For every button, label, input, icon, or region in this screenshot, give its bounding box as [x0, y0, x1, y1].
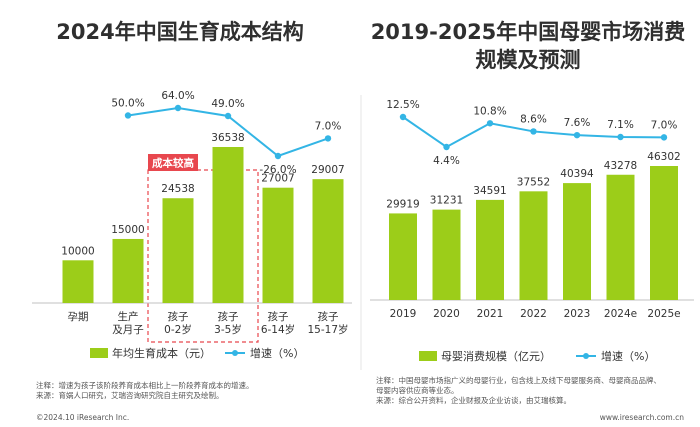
right-growth-point — [573, 131, 581, 139]
left-category-label: 孩子 — [218, 310, 239, 323]
left-category-label: 及月子 — [112, 324, 144, 336]
right-bar — [432, 209, 461, 300]
right-growth-label: 4.4% — [433, 155, 460, 167]
right-bar — [476, 199, 504, 300]
right-category-label: 2023 — [564, 308, 591, 320]
left-chart-title: 2024年中国生育成本结构 — [56, 20, 304, 44]
left-bar-value-label: 27007 — [261, 173, 294, 185]
right-legend-bar-label: 母婴消费规模（亿元） — [441, 349, 551, 363]
left-growth-label: 50.0% — [111, 97, 144, 109]
copyright-footer: ©2024.10 iResearch Inc. — [36, 413, 130, 422]
website-footer: www.iresearch.com.cn — [599, 413, 684, 422]
highlight-box — [147, 169, 259, 343]
left-growth-label: 7.0% — [315, 120, 342, 132]
left-growth-point — [174, 104, 182, 112]
left-category-label: 0-2岁 — [164, 323, 192, 336]
left-bar — [62, 260, 94, 303]
right-legend-line-dot — [583, 353, 589, 359]
right-bar-value-label: 34591 — [473, 185, 506, 197]
left-bar — [162, 198, 194, 303]
highlight-tag — [148, 154, 198, 171]
right-bar — [519, 191, 548, 300]
right-legend-line-label: 增速（%） — [601, 349, 655, 363]
left-growth-label: 64.0% — [161, 90, 194, 102]
left-category-label: 孩子 — [268, 310, 289, 323]
right-category-label: 2024e — [604, 308, 637, 320]
left-bar-value-label: 10000 — [61, 245, 94, 257]
left-bar — [112, 238, 144, 303]
left-category-label: 生产 — [118, 310, 139, 323]
right-bar-value-label: 37552 — [517, 176, 550, 188]
left-category-label: 15-17岁 — [307, 323, 348, 336]
right-category-label: 2022 — [520, 308, 547, 320]
right-growth-point — [443, 143, 450, 151]
right-growth-label: 7.1% — [607, 119, 634, 131]
right-growth-point — [486, 120, 494, 127]
right-bar — [650, 166, 678, 300]
left-bar-value-label: 36538 — [211, 132, 244, 144]
right-bar — [563, 183, 591, 300]
left-bar — [262, 187, 294, 303]
right-category-label: 2019 — [390, 308, 417, 320]
right-note-3: 来源：综合公开资料，企业财报及企业访谈，由艾瑞核算。 — [376, 396, 571, 405]
left-note-2: 来源：育娲人口研究，艾瑞咨询研究院自主研究及绘制。 — [36, 391, 224, 400]
left-category-label: 孕期 — [68, 311, 89, 323]
right-category-label: 2021 — [477, 308, 504, 320]
left-category-label: 3-5岁 — [214, 323, 242, 336]
right-chart-title: 2019-2025年中国母婴市场消费规模及预测 — [370, 20, 686, 72]
right-growth-label: 10.8% — [473, 105, 506, 117]
highlight-tag-label: 成本较高 — [152, 157, 194, 170]
right-legend-bar-swatch — [419, 351, 437, 361]
right-category-label: 2020 — [433, 308, 460, 320]
right-growth-point — [399, 113, 407, 121]
right-note-2: 母婴内容供应商等业态。 — [376, 386, 459, 395]
right-growth-label: 7.0% — [651, 119, 678, 131]
left-category-label: 孩子 — [168, 310, 189, 323]
right-bar-value-label: 29919 — [386, 198, 419, 210]
left-note-1: 注释：增速为孩子该阶段养育成本相比上一阶段养育成本的增速。 — [36, 381, 254, 390]
right-growth-label: 7.6% — [564, 117, 591, 129]
left-growth-label: -26.0% — [259, 164, 296, 176]
left-growth-label: 49.0% — [211, 98, 244, 110]
right-category-label: 2025e — [647, 308, 680, 320]
right-growth-point — [660, 134, 668, 141]
right-growth-point — [530, 128, 537, 135]
left-bar-value-label: 15000 — [111, 224, 144, 236]
left-bar-value-label: 29007 — [311, 164, 344, 176]
left-legend-line-dot — [232, 350, 238, 356]
left-growth-point — [274, 152, 282, 160]
right-bar-value-label: 31231 — [430, 195, 463, 207]
right-growth-label: 8.6% — [520, 113, 547, 125]
left-bar — [312, 179, 344, 303]
right-growth-label: 12.5% — [386, 99, 419, 111]
right-note-1: 注释：中国母婴市场指广义的母婴行业，包含线上及线下母婴服务商、母婴商品品牌、 — [376, 376, 661, 385]
right-bar-value-label: 40394 — [560, 168, 594, 180]
right-bar-value-label: 46302 — [647, 151, 680, 163]
right-bar — [606, 174, 635, 300]
left-growth-point — [224, 112, 232, 120]
left-bar-value-label: 24538 — [161, 183, 194, 195]
left-category-label: 孩子 — [318, 310, 339, 323]
right-bar-value-label: 43278 — [604, 160, 637, 172]
left-growth-point — [124, 112, 132, 119]
left-legend-bar-swatch — [90, 348, 108, 358]
right-growth-point — [617, 133, 624, 141]
left-legend-line-label: 增速（%） — [250, 346, 304, 360]
left-legend-bar-label: 年均生育成本（元） — [112, 346, 211, 360]
left-bar — [212, 147, 244, 303]
left-category-label: 6-14岁 — [261, 323, 295, 336]
left-growth-point — [324, 135, 332, 142]
right-bar — [389, 213, 417, 300]
